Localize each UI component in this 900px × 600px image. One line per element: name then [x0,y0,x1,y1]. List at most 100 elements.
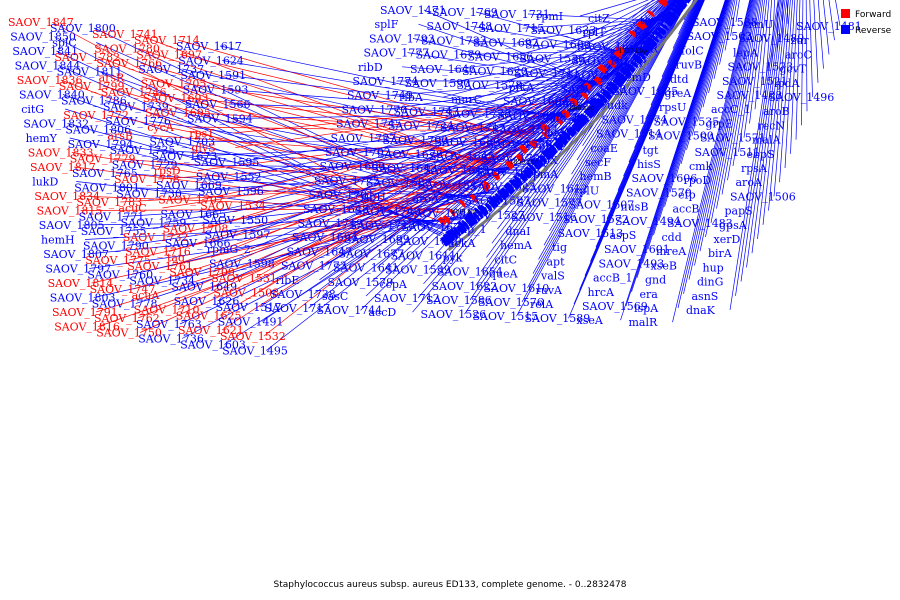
label-connector [677,0,751,309]
gene-label: SAOV_1746 [101,86,167,99]
label-connector [683,0,752,294]
gene-label: SAOV_1611 [391,249,457,262]
reverse-gene-arrow [487,199,496,210]
gene-label: SAOV_1665 [160,208,226,221]
gene-label: SAOV_1494 [615,215,681,228]
gene-label: SAOV_1532 [220,330,286,343]
forward-gene-arrow [593,76,603,86]
map-caption: Staphylococcus aureus subsp. aureus ED13… [274,580,627,590]
label-connector [546,0,666,102]
gene-label: asnS [692,290,719,303]
gene-label: SAOV_1836 [17,74,83,87]
gene-label: thrS [640,14,664,27]
forward-gene-arrow [658,0,668,8]
gene-label: SAOV_1725 [314,174,380,187]
gene-label: SAOV_1620 [462,65,528,78]
label-connector [771,0,775,67]
forward-gene-arrow [442,215,451,225]
gene-label: SAOV_1766 [96,57,162,70]
gene-label: SAOV_1624 [178,55,244,68]
label-connector [768,0,789,211]
legend-reverse-label: Reverse [855,26,892,36]
reverse-gene-arrow [487,195,499,208]
label-connector [237,108,584,163]
label-connector [604,0,673,90]
gene-label: aspS [610,229,637,242]
gene-label: birA [708,247,733,260]
gene-label: SAOV_1539 [385,264,451,277]
label-connector [541,0,668,116]
reverse-gene-arrow [553,136,565,148]
gene-label: ackA [448,237,476,250]
gene-label: SAOV_1806 [65,124,131,137]
label-connector [626,0,660,33]
forward-gene-arrow [665,0,669,2]
label-connector [686,0,729,150]
reverse-gene-arrow [538,154,548,165]
gene-label: SAOV_1674 [402,221,468,234]
gene-label: SAOV_1511 [695,146,761,159]
label-connector [817,0,824,69]
label-connector [721,0,758,195]
gene-label: SAOV_1552 [196,171,262,184]
reverse-gene-arrow [614,75,625,85]
label-connector [222,60,575,120]
reverse-gene-arrow [465,213,477,226]
reverse-gene-arrow [652,29,664,40]
label-connector [191,126,539,133]
legend-reverse-swatch [841,25,850,34]
gene-label: SAOV_1586 [426,294,492,307]
gene-label: SAOV_1574 [602,113,668,126]
reverse-gene-arrow [591,97,604,109]
gene-label: SAOV_1606 [632,172,698,185]
reverse-gene-arrow [588,99,601,112]
label-connector [521,0,689,303]
gene-label: SAOV_1803 [50,292,116,305]
gene-label: arsB [107,130,133,143]
reverse-gene-arrow [612,78,623,88]
gene-label: glyS [191,142,215,155]
gene-label: SAOV_1656 [468,51,534,64]
label-connector [609,0,671,76]
label-connector [538,0,687,260]
gene-label: SAOV_1677 [339,247,405,260]
forward-gene-arrow [628,30,638,39]
label-connector [319,59,629,281]
gene-label: SAOV_1769 [432,6,498,19]
label-connector [680,0,728,165]
reverse-gene-arrow [595,97,605,107]
gene-label: SAOV_1718 [350,219,416,232]
gene-label: SAOV_1489 [739,32,805,45]
gene-label: SAOV_1617 [176,40,242,53]
gene-label: SAOV_1526 [421,308,487,321]
forward-gene-arrow [607,59,617,69]
label-connector [557,0,662,74]
gene-label: ald_1 [550,111,580,124]
reverse-gene-arrow [558,133,569,144]
label-connector [459,49,637,55]
reverse-gene-arrow [535,158,545,167]
label-connector [157,155,513,180]
label-connector [757,0,786,240]
gene-label: SAOV_1610 [484,282,550,295]
gene-label: SAOV_1588 [366,176,432,189]
reverse-gene-arrow [683,0,691,4]
gene-label: SAOV_1736 [138,333,204,346]
gene-label: SAOV_1646 [410,63,476,76]
reverse-gene-arrow [650,34,660,43]
reverse-gene-arrow [615,71,628,83]
label-connector [779,0,793,183]
label-connector [801,0,804,126]
gene-label: secF [585,156,611,169]
label-connector [730,0,738,37]
label-connector [661,0,698,77]
label-connector [502,0,674,216]
reverse-gene-arrow [494,192,504,203]
label-connector [784,0,796,169]
gene-label: cycA [147,121,175,134]
label-connector [623,0,702,177]
reverse-gene-arrow [675,0,688,8]
gene-label: coaE [591,142,618,155]
gene-label: hemH [41,234,75,247]
gene-label: SAOV_1724 [388,120,454,133]
